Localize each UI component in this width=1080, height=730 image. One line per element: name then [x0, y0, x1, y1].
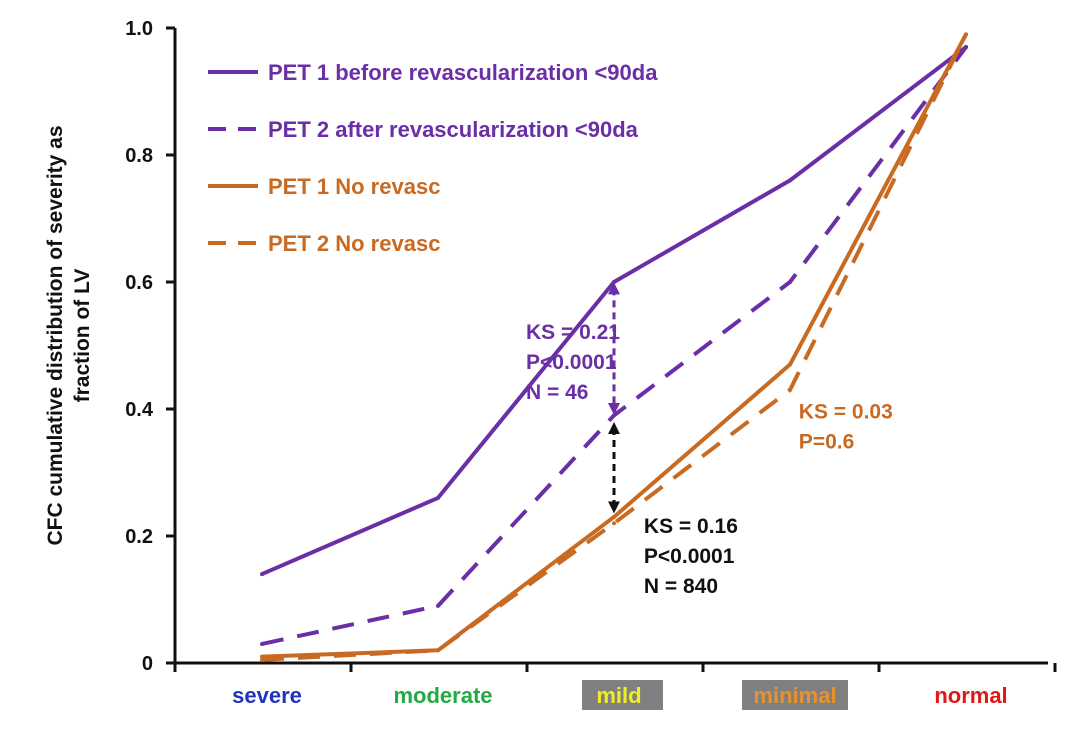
x-category-label: mild [596, 683, 641, 708]
data-point [260, 572, 264, 577]
annotation-line: KS = 0.03 [799, 401, 893, 424]
data-point [788, 280, 792, 284]
y-axis-label-line: fraction of LV [71, 269, 94, 403]
data-point [260, 654, 264, 659]
series-line [261, 33, 968, 662]
legend-label: PET 2 No revasc [268, 231, 440, 256]
series-layer [260, 32, 968, 662]
y-tick-label: 1.0 [125, 18, 153, 40]
data-point [964, 32, 968, 37]
data-point [788, 387, 792, 392]
data-point [260, 657, 264, 662]
y-axis-label-line: CFC cumulative distribution of severity … [44, 125, 67, 545]
x-axis: severe moderate mild minimal normal [173, 661, 1057, 710]
x-category-label: minimal [753, 683, 836, 708]
data-point [612, 280, 616, 284]
x-category-label: normal [934, 683, 1007, 708]
y-tick-label: 0.2 [125, 526, 153, 548]
annotation-line: KS = 0.16 [644, 515, 738, 538]
x-category-highlight [742, 680, 848, 710]
series-4 [260, 32, 968, 662]
data-point [436, 495, 440, 500]
annotation-line: N = 840 [644, 575, 718, 598]
legend-entry: PET 2 No revasc [208, 231, 440, 256]
annotation-line: P<0.0001 [644, 545, 735, 568]
legend-entry: PET 1 No revasc [208, 174, 440, 199]
legend-entry: PET 1 before revascularization <90da [208, 60, 658, 85]
x-category-label: severe [232, 683, 302, 708]
data-point [612, 514, 616, 519]
data-point [964, 45, 968, 50]
x-category-label: moderate [393, 683, 492, 708]
data-point [436, 603, 440, 608]
y-tick-label: 0 [142, 653, 153, 675]
x-category-highlight [582, 680, 663, 710]
annotation-line: P<0.0001 [526, 351, 617, 374]
annotation-block: KS = 0.03 P=0.6 [799, 401, 893, 454]
legend-label: PET 1 before revascularization <90da [268, 60, 658, 85]
annotation-line: P=0.6 [799, 431, 854, 454]
legend-label: PET 2 after revascularization <90da [268, 117, 639, 142]
legend-entry: PET 2 after revascularization <90da [208, 117, 639, 142]
y-tick-label: 0.4 [125, 399, 154, 421]
data-point [612, 413, 616, 418]
y-tick-label: 0.6 [125, 272, 153, 294]
data-point [436, 648, 440, 653]
y-axis-label: CFC cumulative distribution of severity … [44, 125, 94, 545]
legend: PET 1 before revascularization <90da PET … [208, 60, 658, 256]
data-point [260, 641, 264, 646]
data-point [788, 178, 792, 183]
annotation-line: KS = 0.21 [526, 321, 620, 344]
data-point [788, 362, 792, 367]
annotation-block: KS = 0.21 P<0.0001 N = 46 [526, 321, 620, 404]
y-tick-label: 0.8 [125, 145, 153, 167]
y-axis: 0 0.2 0.4 0.6 0.8 1.0 [125, 18, 177, 675]
annotation-line: N = 46 [526, 381, 588, 404]
legend-label: PET 1 No revasc [268, 174, 440, 199]
data-point [612, 521, 616, 526]
annotation-block: KS = 0.16 P<0.0001 N = 840 [644, 515, 738, 598]
series-2 [260, 45, 968, 646]
